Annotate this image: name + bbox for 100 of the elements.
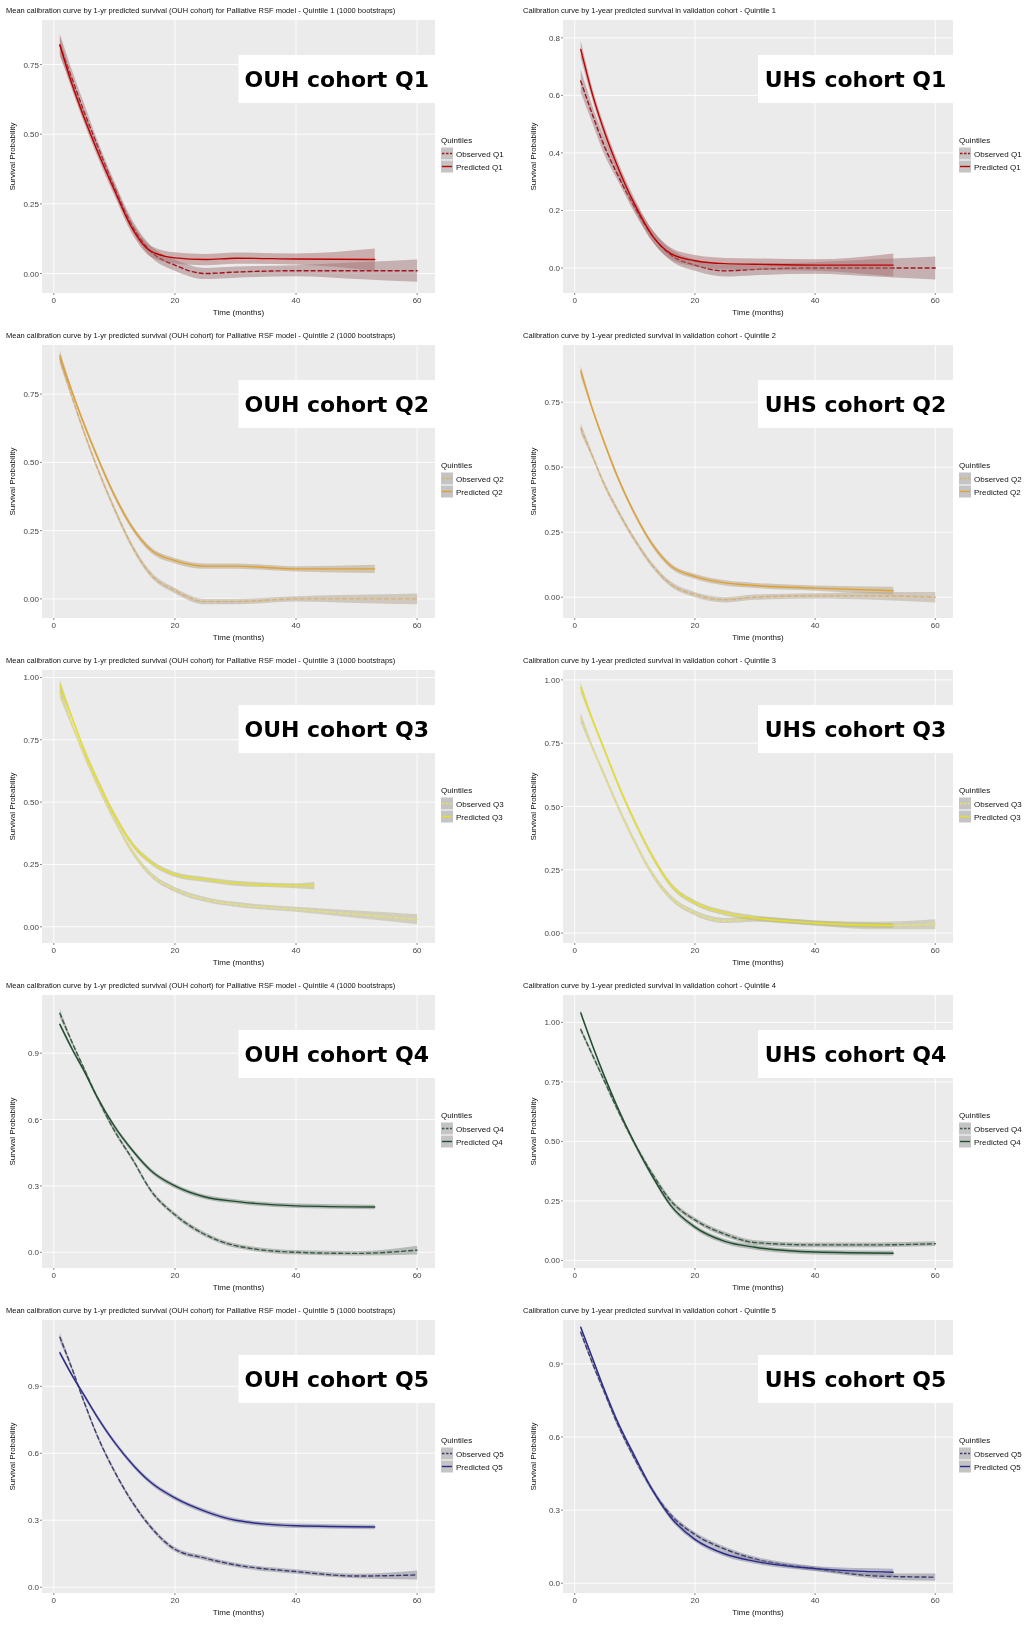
x-tick-label: 20	[170, 296, 180, 305]
y-tick-label: 0.00	[23, 269, 40, 279]
x-tick-label: 0	[572, 946, 578, 955]
y-tick-label: 1.00	[23, 673, 40, 683]
x-tick-label: 0	[51, 296, 57, 305]
x-axis-title: Time (months)	[212, 958, 265, 967]
y-tick-label: 0.6	[27, 1449, 40, 1459]
x-tick-label: 60	[412, 1271, 423, 1280]
annotation: UHS cohort Q5	[764, 1367, 947, 1392]
x-tick-label: 40	[810, 296, 821, 305]
x-tick-label: 40	[291, 621, 302, 630]
legend-label: Observed Q4	[974, 1124, 1023, 1134]
legend-label: Predicted Q1	[456, 162, 504, 172]
legend-label: Predicted Q1	[974, 162, 1022, 172]
x-tick-label: 40	[810, 621, 821, 630]
x-axis-title: Time (months)	[732, 308, 784, 317]
x-axis-title: Time (months)	[732, 1608, 784, 1617]
x-tick-label: 20	[170, 1271, 180, 1280]
x-tick-label: 60	[930, 621, 941, 630]
x-tick-label: 60	[412, 621, 423, 630]
y-tick-label: 0.4	[548, 148, 561, 158]
y-tick-label: 0.50	[544, 463, 561, 473]
y-tick-label: 0.9	[27, 1049, 40, 1059]
y-axis-title: Survival Probability	[529, 1422, 538, 1491]
x-tick-label: 40	[291, 296, 302, 305]
y-axis-title: Survival Probability	[529, 772, 538, 841]
x-tick-label: 20	[690, 296, 700, 305]
y-tick-label: 0.0	[27, 1583, 40, 1593]
annotation: OUH cohort Q5	[244, 1367, 430, 1392]
x-tick-label: 20	[690, 946, 700, 955]
x-tick-label: 0	[51, 1596, 57, 1605]
y-tick-label: 0.9	[548, 1359, 561, 1369]
x-tick-label: 0	[572, 621, 578, 630]
y-tick-label: 0.3	[27, 1181, 40, 1191]
y-axis-title: Survival Probability	[529, 447, 538, 516]
y-tick-label: 0.0	[27, 1248, 40, 1258]
legend-title: Quintiles	[959, 1435, 991, 1445]
y-tick-label: 0.25	[544, 1196, 561, 1206]
x-tick-label: 20	[690, 621, 700, 630]
legend-title: Quintiles	[959, 460, 991, 470]
y-tick-label: 0.25	[23, 526, 40, 536]
y-tick-label: 0.0	[548, 263, 561, 273]
x-tick-label: 0	[51, 946, 57, 955]
legend-title: Quintiles	[959, 785, 991, 795]
legend-title: Quintiles	[959, 135, 991, 145]
y-tick-label: 0.6	[27, 1115, 40, 1125]
y-tick-label: 0.0	[548, 1579, 561, 1589]
x-tick-label: 0	[51, 621, 57, 630]
y-tick-label: 0.6	[548, 91, 561, 101]
legend-title: Quintiles	[441, 460, 473, 470]
y-tick-label: 0.00	[544, 593, 561, 603]
legend-label: Predicted Q3	[456, 812, 504, 822]
legend-label: Observed Q2	[456, 474, 505, 484]
x-tick-label: 0	[572, 1596, 578, 1605]
x-axis-title: Time (months)	[212, 1283, 265, 1292]
y-tick-label: 0.75	[544, 1077, 561, 1087]
x-tick-label: 60	[412, 1596, 423, 1605]
y-axis-title: Survival Probability	[8, 1422, 17, 1491]
x-axis-title: Time (months)	[732, 958, 784, 967]
x-axis-title: Time (months)	[732, 1283, 784, 1292]
y-tick-label: 0.6	[548, 1433, 561, 1442]
x-tick-label: 60	[930, 1271, 941, 1280]
y-tick-label: 0.00	[23, 922, 40, 932]
y-tick-label: 0.25	[544, 528, 561, 538]
x-axis-title: Time (months)	[212, 633, 265, 642]
legend-title: Quintiles	[959, 1110, 991, 1120]
x-tick-label: 60	[412, 946, 423, 955]
y-tick-label: 0.25	[23, 199, 40, 209]
y-tick-label: 0.3	[548, 1506, 561, 1516]
y-tick-label: 0.25	[23, 860, 40, 870]
y-tick-label: 1.00	[544, 1018, 561, 1028]
legend-label: Observed Q5	[974, 1449, 1023, 1459]
legend-label: Predicted Q3	[974, 812, 1022, 822]
legend-label: Observed Q2	[974, 474, 1023, 484]
y-tick-label: 0.00	[544, 929, 561, 939]
x-tick-label: 20	[170, 621, 180, 630]
y-tick-label: 0.75	[544, 398, 561, 408]
x-tick-label: 40	[291, 946, 302, 955]
legend-label: Observed Q4	[456, 1124, 505, 1134]
x-tick-label: 40	[291, 1596, 302, 1605]
y-axis-title: Survival Probability	[8, 1097, 17, 1166]
x-axis-title: Time (months)	[212, 308, 265, 317]
legend-label: Predicted Q5	[456, 1462, 504, 1472]
x-axis-title: Time (months)	[212, 1608, 265, 1617]
annotation: OUH cohort Q1	[244, 67, 430, 92]
x-tick-label: 0	[572, 296, 578, 305]
y-tick-label: 0.2	[548, 206, 561, 216]
legend-label: Observed Q5	[456, 1449, 505, 1459]
x-tick-label: 60	[930, 296, 941, 305]
x-tick-label: 60	[930, 946, 941, 955]
annotation: UHS cohort Q2	[764, 392, 947, 417]
legend-title: Quintiles	[441, 785, 473, 795]
legend-label: Observed Q3	[456, 799, 505, 809]
annotation: UHS cohort Q1	[764, 67, 947, 92]
x-axis-title: Time (months)	[732, 633, 784, 642]
y-tick-label: 0.75	[23, 390, 40, 400]
x-tick-label: 40	[810, 946, 821, 955]
y-axis-title: Survival Probability	[529, 122, 538, 191]
annotation: UHS cohort Q4	[764, 1042, 947, 1067]
y-tick-label: 0.50	[23, 458, 40, 468]
